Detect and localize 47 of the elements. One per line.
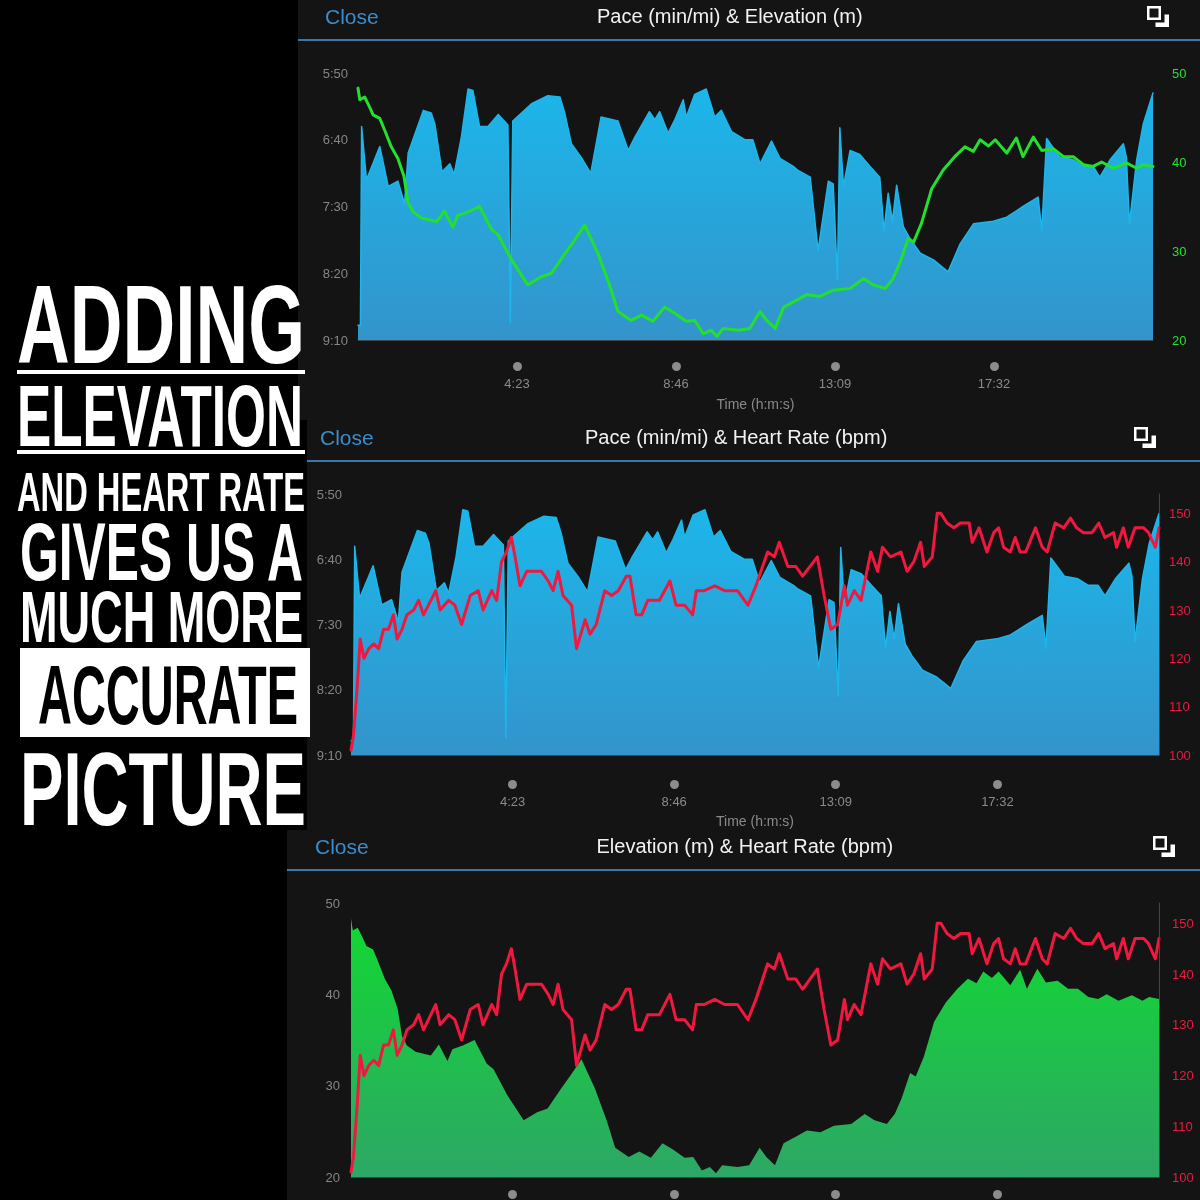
y-tick-label: 9:10 [322,332,348,348]
x-tick-label: 4:23 [504,376,530,391]
y-tick-label: 9:10 [316,747,342,763]
y2-tick-label: 140 [1172,966,1194,982]
y-tick-label: 7:30 [316,617,342,632]
chart-title: Pace (min/mi) & Heart Rate (bpm) [585,426,888,448]
chart-title: Pace (min/mi) & Elevation (m) [597,5,863,27]
y-tick-label: 6:40 [316,551,342,567]
y-tick-label: 40 [325,986,340,1002]
x-tick-label: 17:32 [977,376,1011,391]
y2-tick-label: 130 [1172,1017,1194,1033]
x-tick-label: 13:09 [819,794,853,809]
y2-tick-label: 100 [1172,1169,1194,1185]
y2-tick-label: 150 [1172,915,1194,931]
y2-tick-label: 150 [1169,505,1191,521]
y-tick-label: 5:50 [322,65,348,81]
y-tick-label: 8:20 [322,265,348,281]
y-tick-label: 6:40 [322,132,348,148]
y-tick-label: 5:50 [316,486,342,502]
y-tick-label: 20 [325,1169,340,1185]
y2-tick-label: 50 [1172,65,1187,81]
x-tick-label: 4:23 [499,794,526,809]
y2-tick-label: 130 [1169,602,1191,618]
x-tick-label: 8:46 [663,376,689,391]
x-tick-label: 8:46 [661,794,687,809]
y2-tick-label: 120 [1172,1068,1194,1084]
y2-tick-label: 140 [1169,554,1191,570]
y2-tick-label: 20 [1172,332,1187,348]
x-axis-title: Time (h:m:s) [716,396,795,412]
y2-tick-label: 110 [1172,1118,1193,1134]
text: Close [315,834,369,858]
y-tick-label: 7:30 [322,199,348,214]
y2-tick-label: 100 [1169,747,1191,763]
text: Close [320,425,374,449]
x-tick-label: 17:32 [981,794,1014,809]
chart-title: Elevation (m) & Heart Rate (bpm) [596,835,894,857]
y2-tick-label: 110 [1169,699,1190,715]
x-tick-label: 13:09 [818,376,852,391]
text: ELEVATION [17,368,303,465]
y2-tick-label: 40 [1172,154,1187,170]
y2-tick-label: 120 [1169,650,1191,666]
y-tick-label: 30 [325,1078,340,1094]
text: Close [325,4,379,28]
x-axis-title: Time (h:m:s) [715,813,795,829]
y-tick-label: 8:20 [316,682,342,698]
y-tick-label: 50 [325,895,340,911]
y2-tick-label: 30 [1172,243,1187,259]
